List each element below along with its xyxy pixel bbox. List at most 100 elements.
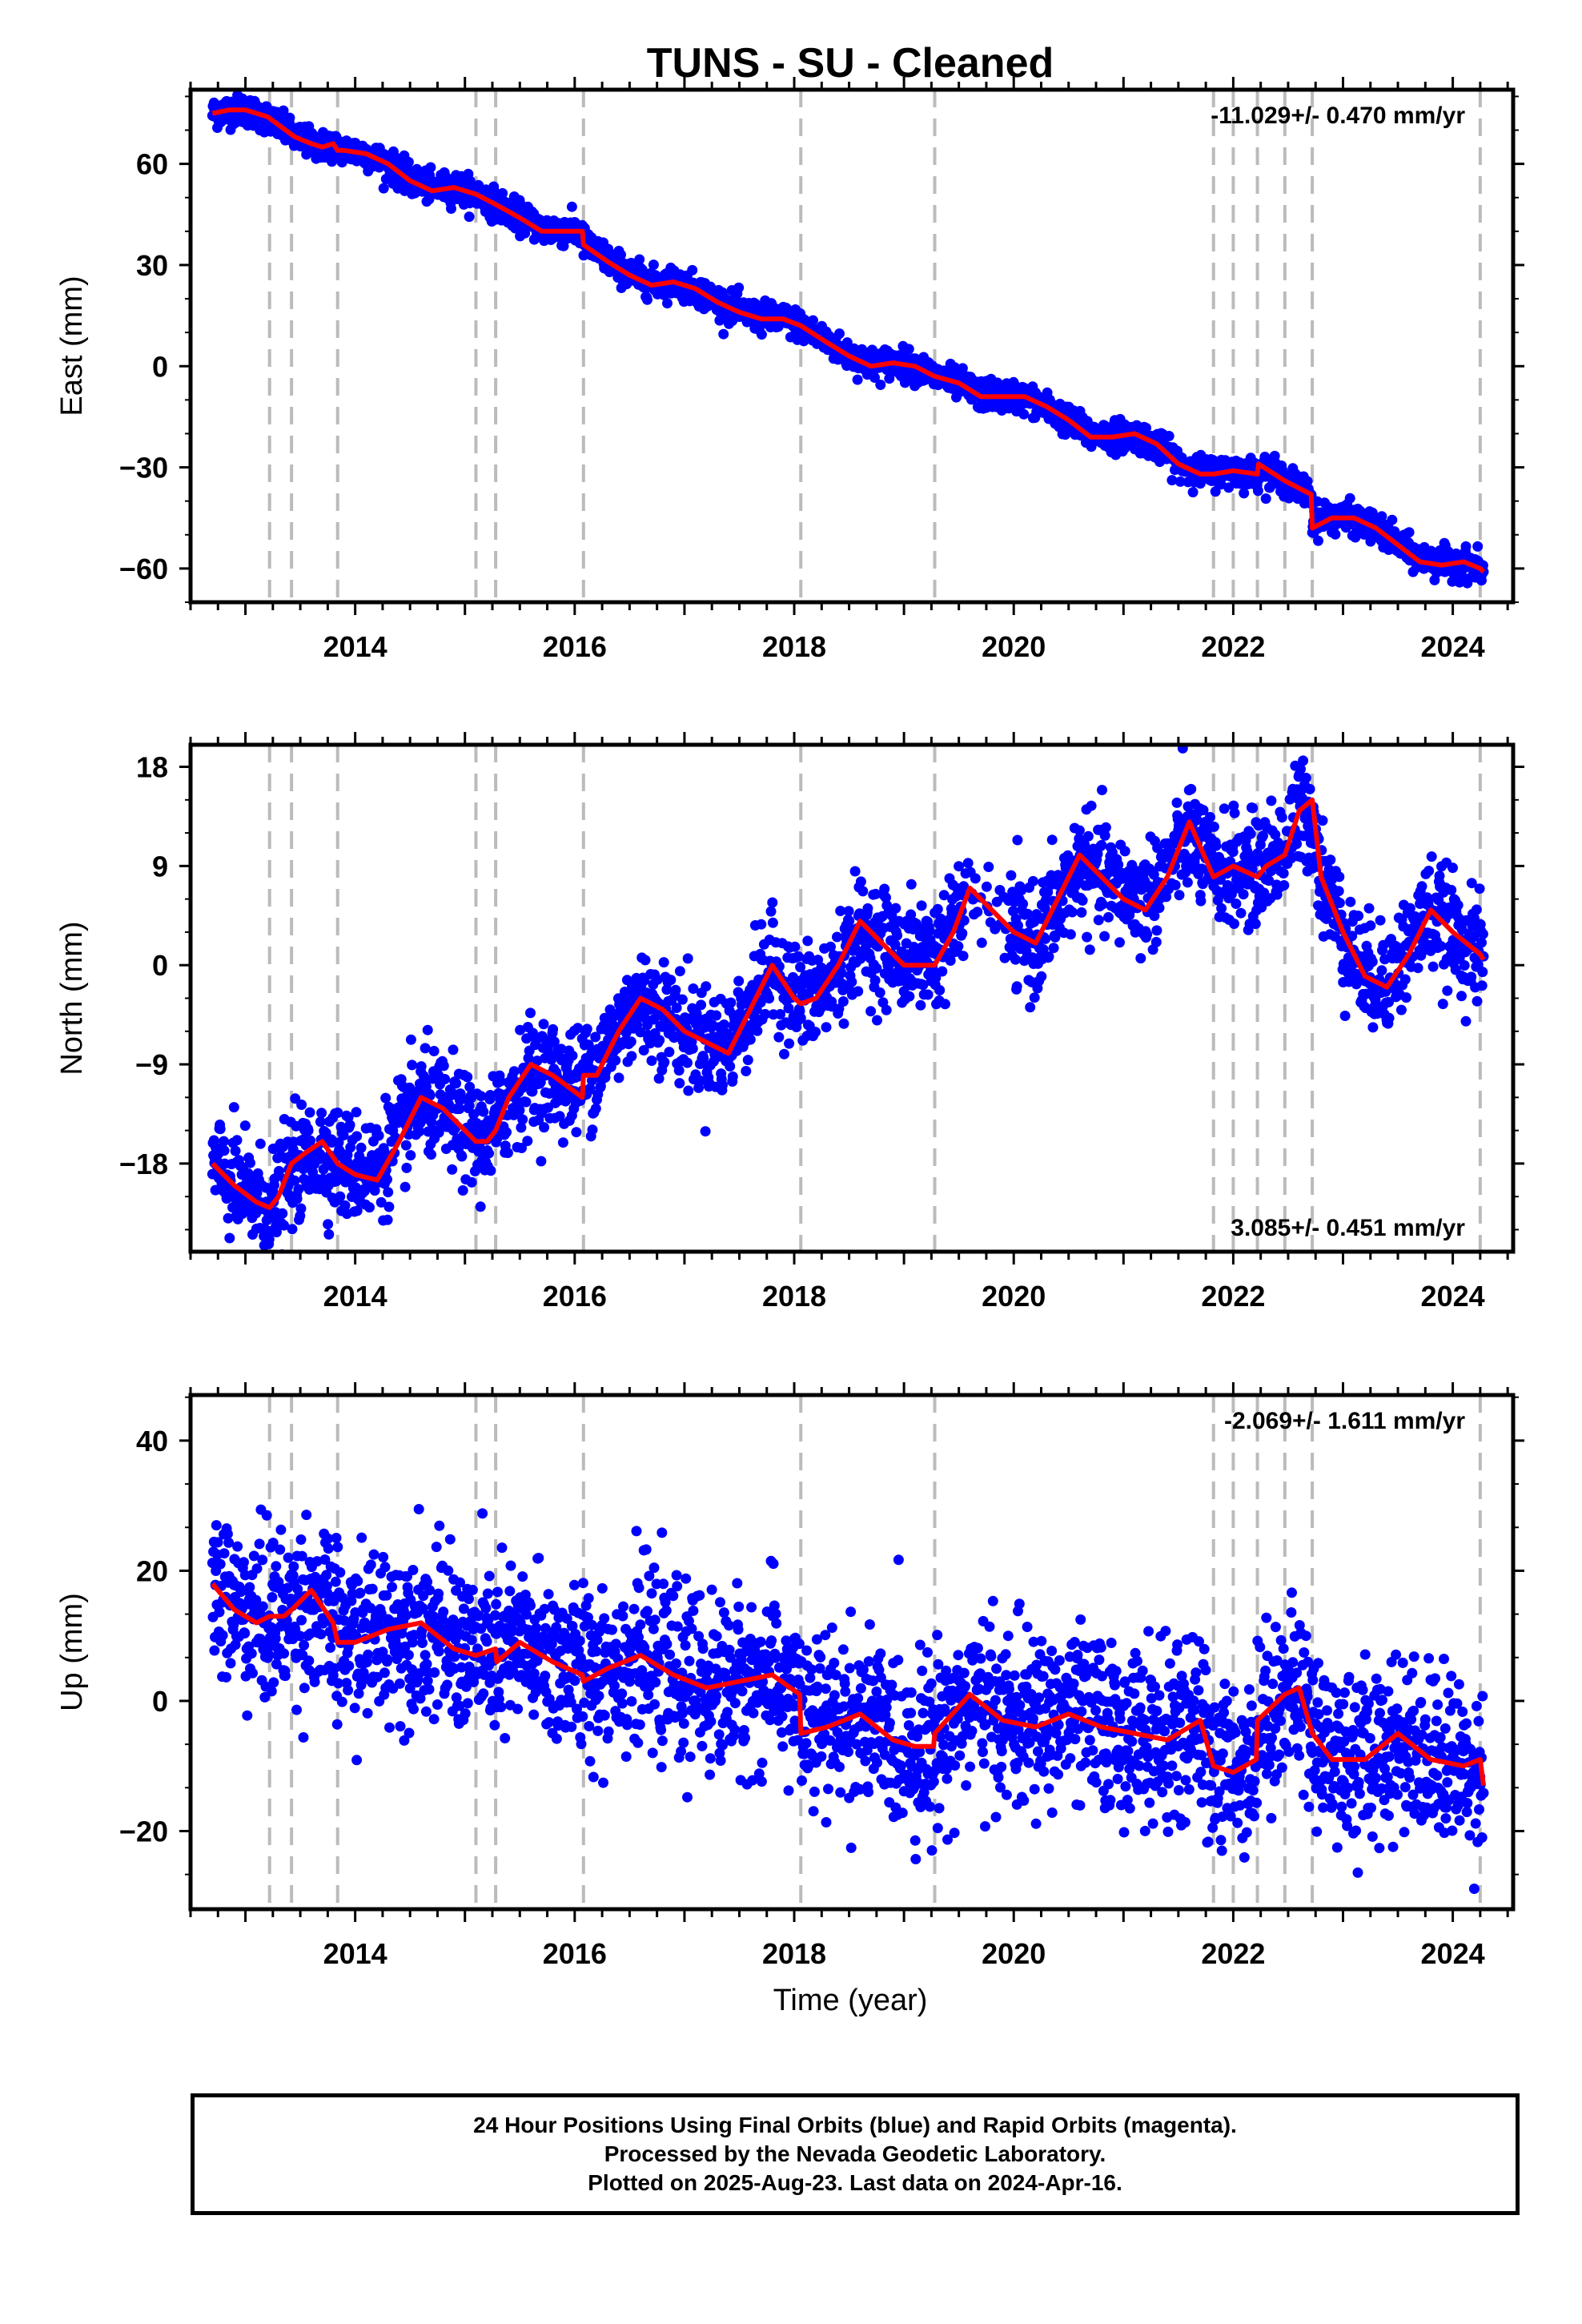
data-point <box>875 380 886 390</box>
data-point <box>355 1142 367 1153</box>
data-point <box>958 881 970 892</box>
data-point <box>1278 868 1289 879</box>
data-point <box>765 906 777 917</box>
data-point <box>1325 854 1336 866</box>
data-point <box>219 1145 230 1156</box>
data-point <box>1205 811 1215 822</box>
data-point <box>1093 915 1104 926</box>
data-point <box>538 1019 549 1030</box>
data-point <box>836 967 847 979</box>
data-point <box>1174 476 1186 487</box>
data-point <box>1103 911 1114 923</box>
data-point <box>278 105 289 116</box>
data-point <box>869 372 880 383</box>
data-point <box>837 996 849 1007</box>
data-point <box>1263 875 1275 887</box>
data-point <box>1099 931 1110 942</box>
data-point <box>662 298 673 309</box>
data-point <box>1113 859 1124 870</box>
data-point <box>305 1135 316 1146</box>
data-point <box>426 1149 436 1160</box>
data-point <box>625 1036 636 1047</box>
data-point <box>383 1201 395 1212</box>
data-point <box>520 1096 532 1108</box>
data-point <box>677 994 688 1005</box>
data-point <box>462 1072 473 1083</box>
data-point <box>1365 920 1376 931</box>
data-point <box>274 1165 284 1176</box>
x-tick-label: 2018 <box>762 630 826 663</box>
data-point <box>1082 931 1093 943</box>
data-point <box>1210 486 1221 497</box>
data-point <box>962 858 974 869</box>
data-point <box>571 1127 582 1138</box>
data-point <box>1170 879 1181 891</box>
data-point <box>1313 535 1323 546</box>
data-point <box>516 1143 527 1153</box>
data-point <box>1347 931 1358 942</box>
data-point <box>1334 898 1345 908</box>
data-point <box>972 907 983 918</box>
data-point <box>834 328 845 340</box>
data-point <box>263 1234 275 1245</box>
data-point <box>648 259 659 271</box>
data-point <box>718 328 729 340</box>
data-point <box>455 1088 466 1100</box>
data-point <box>428 1046 440 1056</box>
data-point <box>682 953 693 964</box>
x-tick-label: 2020 <box>982 630 1046 663</box>
y-tick-label: 30 <box>136 249 168 282</box>
data-point <box>1208 821 1219 832</box>
data-point <box>566 201 577 212</box>
data-point <box>1018 408 1030 420</box>
data-point <box>316 1108 327 1119</box>
data-point <box>454 1104 465 1115</box>
data-point <box>1048 943 1059 954</box>
data-point <box>1025 1002 1036 1013</box>
data-point <box>870 888 881 899</box>
data-point <box>745 1034 756 1045</box>
data-point <box>293 1184 304 1195</box>
data-point <box>717 1080 728 1091</box>
data-point <box>1076 907 1087 918</box>
data-point <box>626 1051 637 1062</box>
data-point <box>862 903 873 914</box>
rate-label: -11.029+/- 0.470 mm/yr <box>1211 103 1465 129</box>
data-point <box>688 983 699 994</box>
data-point <box>924 925 935 936</box>
data-point <box>957 363 968 374</box>
data-point <box>981 881 992 892</box>
data-point <box>230 1145 241 1156</box>
data-point <box>223 1212 234 1224</box>
data-point <box>424 194 435 205</box>
data-point <box>375 1196 387 1208</box>
data-point <box>881 1004 892 1015</box>
data-point <box>935 913 946 924</box>
data-point <box>590 1103 601 1114</box>
y-tick-label: 0 <box>152 350 168 383</box>
data-point <box>287 1224 298 1235</box>
data-point <box>853 986 864 997</box>
data-point <box>937 966 948 977</box>
data-point <box>239 1120 251 1132</box>
data-point <box>433 1127 444 1138</box>
x-tick-label: 2016 <box>543 630 607 663</box>
data-point <box>522 1136 533 1147</box>
data-point <box>1460 541 1472 552</box>
data-point <box>284 112 295 123</box>
data-point <box>881 892 891 903</box>
data-point <box>1038 944 1049 955</box>
data-point <box>879 883 890 895</box>
data-point <box>401 1162 412 1173</box>
data-point <box>725 997 737 1008</box>
data-point <box>456 1151 468 1162</box>
data-point <box>364 1202 375 1213</box>
data-point <box>1119 846 1130 857</box>
data-point <box>802 935 813 947</box>
data-point <box>1010 954 1021 965</box>
data-point <box>1345 896 1356 907</box>
data-point <box>808 315 818 326</box>
data-point <box>733 282 745 293</box>
data-point <box>1177 745 1188 754</box>
